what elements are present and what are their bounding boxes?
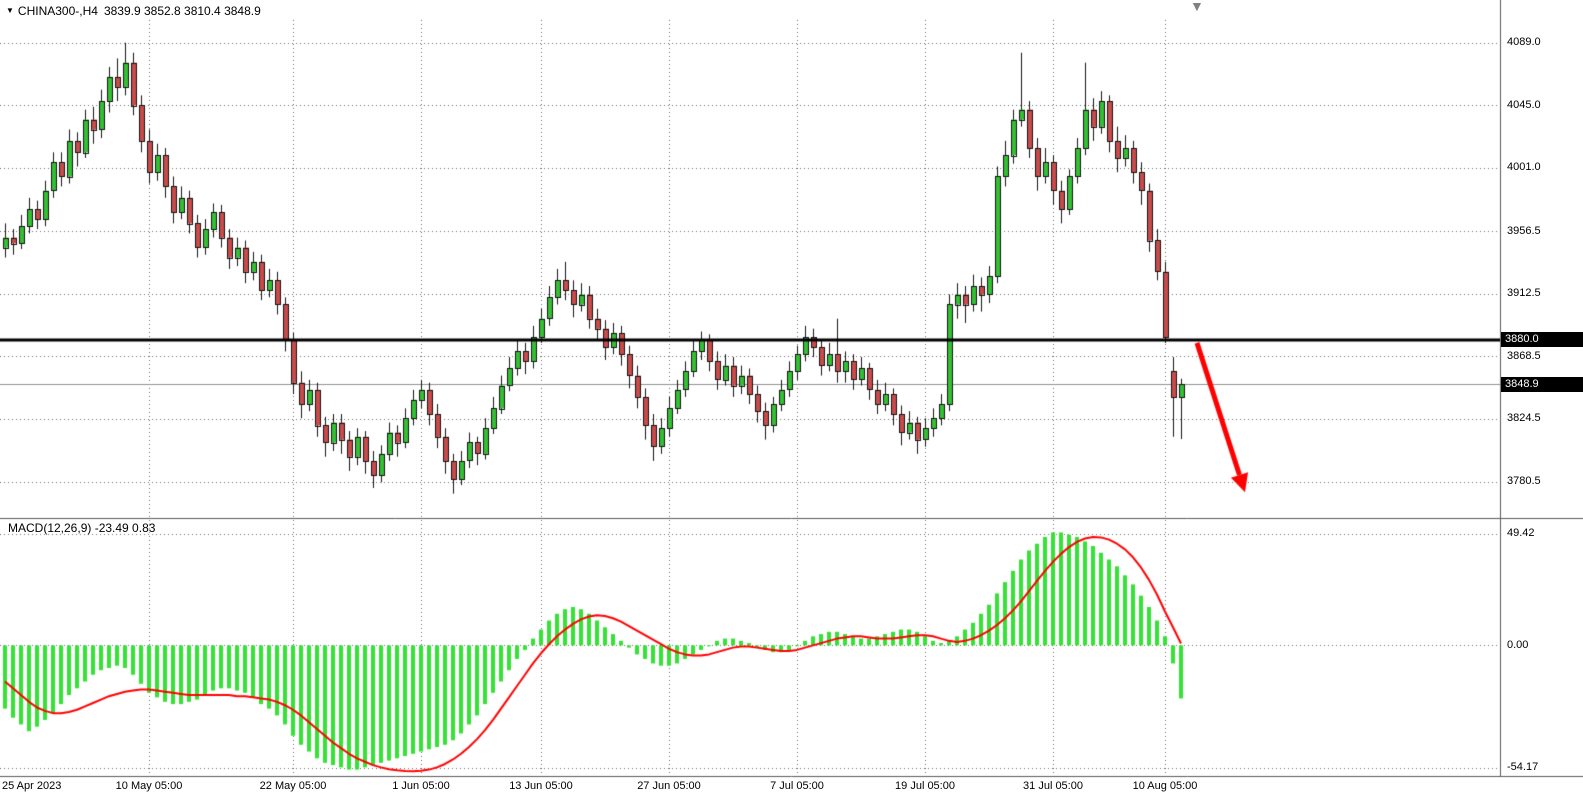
ohlc-values-label: 3839.9 3852.8 3810.4 3848.9: [103, 4, 261, 18]
time-tick: 7 Jul 05:00: [770, 780, 824, 792]
time-tick: 22 May 05:00: [259, 780, 327, 792]
time-tick: 13 Jun 05:00: [509, 780, 573, 792]
macd-tick: -54.17: [1507, 761, 1539, 773]
time-tick: 10 May 05:00: [115, 780, 183, 792]
time-tick: 25 Apr 2023: [2, 780, 62, 792]
price-tick: 3824.5: [1507, 412, 1541, 424]
time-tick: 10 Aug 05:00: [1132, 780, 1198, 792]
time-tick: 31 Jul 05:00: [1023, 780, 1083, 792]
hline-price-badge: 3880.0: [1501, 332, 1583, 347]
price-tick: 3912.5: [1507, 287, 1541, 299]
price-tick: 3956.5: [1507, 225, 1541, 237]
time-tick: 1 Jun 05:00: [392, 780, 450, 792]
chart-title: ▼ CHINA300-,H4 3839.9 3852.8 3810.4 3848.9: [6, 4, 261, 18]
macd-tick: 49.42: [1507, 527, 1535, 539]
time-tick: 19 Jul 05:00: [895, 780, 955, 792]
current-price-badge: 3848.9: [1501, 377, 1583, 392]
symbol-menu-icon[interactable]: ▼: [6, 6, 14, 15]
symbol-period-label: CHINA300-,H4: [17, 4, 98, 18]
price-tick: 4045.0: [1507, 99, 1541, 111]
price-tick: 3868.5: [1507, 350, 1541, 362]
time-tick: 27 Jun 05:00: [637, 780, 701, 792]
price-tick: 4001.0: [1507, 161, 1541, 173]
macd-indicator-label: MACD(12,26,9) -23.49 0.83: [8, 521, 156, 535]
chart-shift-marker-icon[interactable]: ▼: [1190, 0, 1204, 14]
macd-tick: 0.00: [1507, 639, 1529, 651]
price-tick: 4089.0: [1507, 36, 1541, 48]
price-tick: 3780.5: [1507, 475, 1541, 487]
